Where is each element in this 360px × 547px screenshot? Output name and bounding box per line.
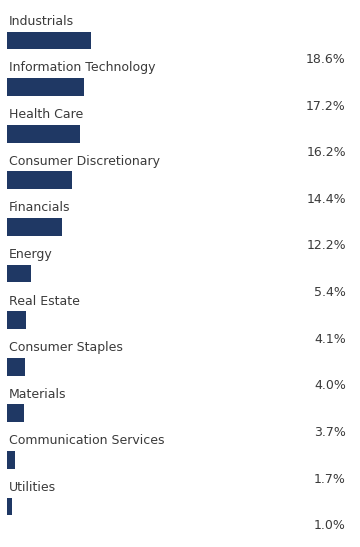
Bar: [7, 498, 12, 515]
Text: Health Care: Health Care: [9, 108, 83, 121]
Text: Financials: Financials: [9, 201, 71, 214]
Bar: [7, 78, 85, 96]
Bar: [7, 311, 26, 329]
Text: Real Estate: Real Estate: [9, 294, 80, 307]
Text: Industrials: Industrials: [9, 15, 74, 28]
Text: 1.7%: 1.7%: [314, 473, 346, 486]
Bar: [7, 32, 91, 49]
Bar: [7, 451, 15, 469]
Bar: [7, 218, 62, 236]
Text: Materials: Materials: [9, 388, 67, 401]
Text: 5.4%: 5.4%: [314, 286, 346, 299]
Text: Consumer Discretionary: Consumer Discretionary: [9, 155, 160, 168]
Bar: [7, 171, 72, 189]
Text: 12.2%: 12.2%: [306, 240, 346, 253]
Text: Information Technology: Information Technology: [9, 61, 156, 74]
Text: 4.0%: 4.0%: [314, 379, 346, 392]
Text: 14.4%: 14.4%: [306, 193, 346, 206]
Text: 17.2%: 17.2%: [306, 100, 346, 113]
Bar: [7, 358, 25, 376]
Text: 1.0%: 1.0%: [314, 519, 346, 532]
Text: Energy: Energy: [9, 248, 53, 261]
Bar: [7, 404, 24, 422]
Bar: [7, 265, 31, 282]
Text: Consumer Staples: Consumer Staples: [9, 341, 123, 354]
Text: 18.6%: 18.6%: [306, 53, 346, 66]
Text: 16.2%: 16.2%: [306, 146, 346, 159]
Text: Communication Services: Communication Services: [9, 434, 165, 447]
Bar: [7, 125, 80, 143]
Text: 4.1%: 4.1%: [314, 333, 346, 346]
Text: 3.7%: 3.7%: [314, 426, 346, 439]
Text: Utilities: Utilities: [9, 481, 56, 494]
